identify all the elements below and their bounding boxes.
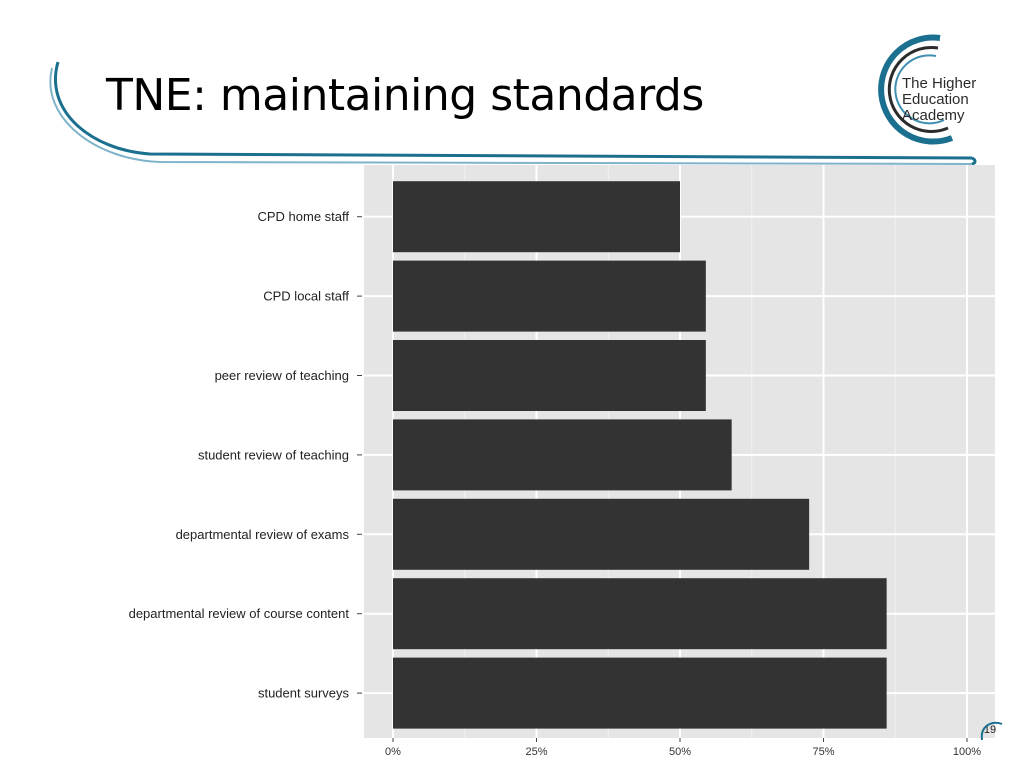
- page-number: 19: [983, 724, 997, 736]
- bar: [393, 657, 887, 729]
- category-label: student surveys: [258, 686, 350, 701]
- category-labels: CPD home staff CPD local staff peer review…: [129, 209, 362, 701]
- bar: [393, 260, 706, 332]
- decorative-swoosh: [49, 61, 977, 166]
- category-label: CPD local staff: [263, 289, 349, 304]
- category-label: departmental review of exams: [176, 527, 350, 542]
- bar: [393, 419, 732, 491]
- bar: [393, 498, 810, 570]
- x-tick-label: 25%: [525, 746, 547, 758]
- slide-title: TNE: maintaining standards: [106, 70, 704, 121]
- x-tick-label: 100%: [953, 746, 981, 758]
- x-tick-label: 50%: [669, 746, 691, 758]
- x-ticks: 0% 25% 50% 75% 100%: [385, 738, 981, 758]
- bar: [393, 340, 706, 411]
- bar: [393, 578, 887, 650]
- x-tick-label: 75%: [812, 746, 834, 758]
- x-tick-label: 0%: [385, 746, 401, 758]
- bar: [393, 181, 680, 253]
- category-label: student review of teaching: [198, 447, 349, 462]
- category-label: CPD home staff: [257, 209, 349, 224]
- hea-logo-icon: [878, 34, 954, 145]
- category-label: peer review of teaching: [215, 368, 349, 383]
- logo-line-1: The Higher: [902, 75, 977, 92]
- page-number-swoosh: [980, 721, 1003, 741]
- bars: [393, 181, 887, 729]
- logo-line-2: Education: [902, 91, 969, 108]
- logo-line-3: Academy: [902, 107, 965, 124]
- category-label: departmental review of course content: [129, 606, 350, 621]
- logo-text: The Higher Education Academy: [902, 76, 976, 124]
